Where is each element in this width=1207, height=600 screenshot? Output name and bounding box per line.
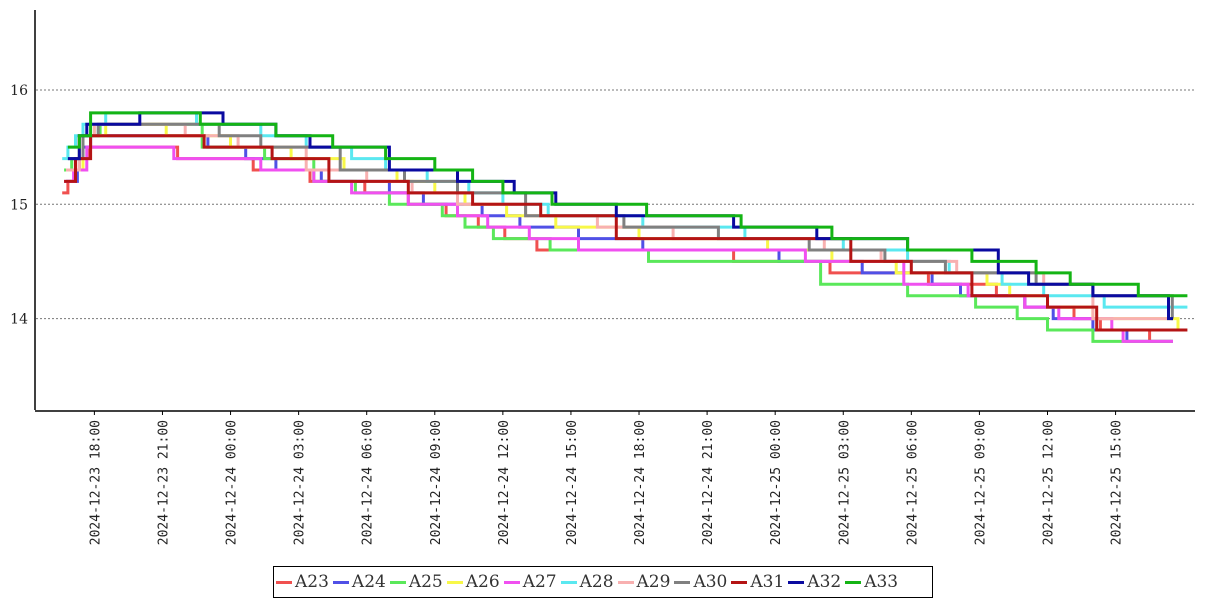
- series-line-a30: [67, 122, 1174, 321]
- legend-item-a31: A31: [731, 572, 784, 592]
- legend-swatch: [389, 580, 406, 584]
- y-tick-label: 16: [10, 83, 28, 99]
- legend-swatch: [503, 580, 520, 584]
- grid-lines: [36, 89, 1195, 320]
- legend-label: A28: [579, 572, 614, 592]
- legend-label: A26: [465, 572, 500, 592]
- x-tick-label: 2024-12-23 21:00: [156, 420, 171, 545]
- legend-item-a27: A27: [503, 572, 557, 592]
- legend-swatch: [617, 580, 634, 584]
- x-tick-label: 2024-12-24 09:00: [429, 420, 444, 545]
- legend-label: A24: [351, 572, 386, 592]
- legend-label: A33: [864, 572, 899, 592]
- series-layer: [62, 111, 1188, 343]
- series-line-a29: [66, 122, 1173, 321]
- series-line-a32: [67, 111, 1173, 321]
- series-line-a31: [64, 134, 1188, 332]
- legend-swatch: [674, 580, 691, 584]
- legend-item-a25: A25: [389, 572, 443, 592]
- x-tick-label: 2024-12-25 00:00: [769, 420, 784, 545]
- legend-label: A23: [295, 572, 329, 592]
- x-tick-label: 2024-12-25 09:00: [973, 420, 988, 545]
- series-line-a25: [64, 122, 1173, 343]
- x-tick-label: 2024-12-24 21:00: [701, 420, 716, 545]
- y-tick-label: 14: [10, 312, 28, 328]
- legend-item-a24: A24: [332, 572, 386, 592]
- legend-swatch: [788, 580, 805, 584]
- legend-swatch: [446, 580, 463, 584]
- x-tick-label: 2024-12-24 06:00: [361, 420, 376, 545]
- x-tick-label: 2024-12-24 00:00: [225, 420, 240, 545]
- series-line-a28: [62, 111, 1188, 309]
- x-tick-label: 2024-12-25 12:00: [1041, 420, 1056, 545]
- x-tick-labels: 2024-12-23 18:00 2024-12-23 21:00 2024-12-…: [88, 411, 1125, 545]
- x-tick-label: 2024-12-24 15:00: [565, 420, 580, 545]
- x-tick-label: 2024-12-24 12:00: [497, 420, 512, 545]
- x-tick-label: 2024-12-25 03:00: [837, 420, 852, 545]
- legend-item-a33: A33: [845, 572, 898, 592]
- series-line-a33: [67, 111, 1188, 298]
- legend-item-a26: A26: [446, 572, 500, 592]
- legend-label: A32: [807, 572, 842, 592]
- legend-swatch: [731, 580, 748, 584]
- x-tick-label: 2024-12-25 15:00: [1110, 420, 1125, 545]
- legend-item-a29: A29: [617, 572, 671, 592]
- x-tick-label: 2024-12-24 03:00: [293, 420, 308, 545]
- x-tick-label: 2024-12-25 06:00: [905, 420, 920, 545]
- series-line-a27: [64, 145, 1173, 343]
- legend-label: A27: [522, 572, 557, 592]
- series-line-a23: [62, 145, 1173, 343]
- x-tick-label: 2024-12-24 18:00: [633, 420, 648, 545]
- legend-item-a28: A28: [560, 572, 614, 592]
- legend-label: A25: [408, 572, 443, 592]
- legend-swatch: [560, 580, 577, 584]
- axes: [34, 10, 1195, 412]
- legend-item-a30: A30: [674, 572, 727, 592]
- legend-label: A29: [636, 572, 671, 592]
- legend-label: A30: [693, 572, 728, 592]
- x-tick-label: 2024-12-23 18:00: [88, 420, 103, 545]
- legend-label: A31: [750, 572, 785, 592]
- legend-swatch: [845, 580, 862, 584]
- legend: A23 A24 A25 A26 A27 A28 A29 A30 A31 A32 A33: [273, 566, 933, 598]
- legend-swatch: [332, 580, 349, 584]
- legend-swatch: [276, 580, 292, 584]
- legend-item-a32: A32: [788, 572, 841, 592]
- y-tick-label: 15: [10, 197, 28, 213]
- y-tick-labels: 14 15 16: [10, 83, 28, 328]
- legend-item-a23: A23: [276, 572, 329, 592]
